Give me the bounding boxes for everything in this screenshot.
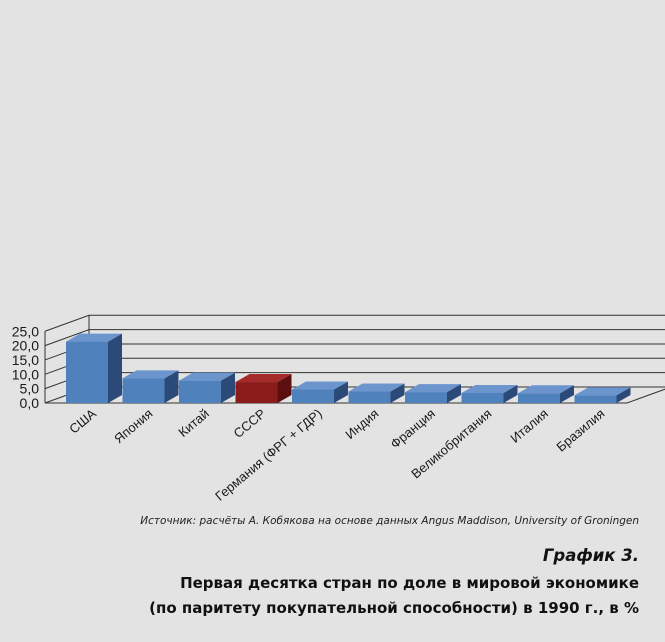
x-tick-label: СССР	[231, 406, 269, 441]
bar	[66, 333, 122, 403]
bar-front	[179, 380, 221, 403]
bar	[122, 370, 179, 403]
x-tick-label: Индия	[342, 406, 381, 442]
x-tick-label: Германия (ФРГ + ГДР)	[212, 406, 325, 504]
bar-top	[461, 384, 518, 393]
bar-side	[334, 381, 348, 403]
bar-front	[405, 392, 447, 403]
bar	[461, 384, 518, 403]
x-tick-label: Франция	[387, 406, 437, 452]
bar	[405, 384, 461, 403]
bar-top	[348, 383, 405, 392]
chart-title-line-2: (по паритету покупательной способности) …	[149, 599, 639, 617]
bar	[518, 385, 574, 403]
bar-top	[574, 387, 631, 396]
bar-side	[164, 370, 179, 403]
gridline	[44, 329, 665, 347]
bar-side	[390, 383, 405, 403]
bar-side	[616, 387, 631, 403]
chart-title-line-1: Первая десятка стран по доле в мировой э…	[180, 574, 639, 592]
gridline	[44, 314, 665, 332]
bar-front	[122, 378, 165, 403]
bar-front	[66, 341, 108, 403]
x-tick-label: США	[66, 406, 99, 437]
bar	[292, 381, 348, 403]
bar-side	[108, 333, 122, 403]
bar-front	[461, 392, 504, 403]
bar-front	[518, 393, 560, 403]
bar-chart: 0,05,010,015,020,025,0 США Япония Китай ССС…	[12, 314, 665, 504]
bar-top	[405, 384, 461, 393]
chart-caption: График 3. Первая десятка стран по доле в…	[149, 546, 639, 621]
chart-number: График 3.	[542, 546, 639, 565]
bar	[235, 374, 292, 403]
bar-top	[66, 333, 122, 342]
y-tick-label: 25,0	[12, 323, 39, 339]
y-tick-label: 15,0	[12, 352, 39, 368]
bar-front	[292, 389, 334, 403]
bar-top	[122, 370, 179, 379]
x-tick-label: Италия	[507, 406, 551, 446]
bar	[348, 383, 405, 403]
bar-top	[518, 385, 574, 394]
y-tick-label: 5,0	[20, 381, 40, 397]
bar-side	[221, 372, 235, 403]
chart-source: Источник: расчёты А. Кобякова на основе …	[140, 515, 639, 527]
bar	[574, 387, 631, 403]
bar-front	[574, 395, 617, 403]
chart-bars	[66, 333, 631, 403]
bar-front	[348, 391, 391, 403]
x-tick-label: Бразилия	[553, 406, 607, 455]
bar-side	[503, 384, 518, 403]
y-tick-label: 10,0	[12, 366, 39, 382]
y-tick-label: 20,0	[12, 338, 39, 354]
y-tick-label: 0,0	[20, 395, 40, 411]
bar-side	[447, 384, 461, 403]
gridline	[44, 343, 665, 361]
y-axis: 0,05,010,015,020,025,0	[12, 323, 39, 411]
bar-top	[179, 372, 235, 381]
bar-front	[235, 382, 278, 403]
bar	[179, 372, 235, 403]
x-tick-label: Китай	[175, 406, 212, 440]
bar-top	[292, 381, 348, 390]
bar-side	[277, 374, 292, 403]
bar-top	[235, 374, 292, 383]
x-tick-label: Япония	[111, 406, 155, 447]
bar-side	[560, 385, 574, 403]
